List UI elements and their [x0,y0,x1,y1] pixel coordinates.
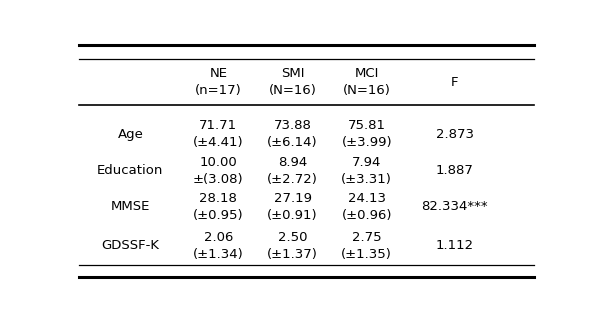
Text: 82.334***: 82.334*** [422,200,488,214]
Text: 1.887: 1.887 [436,164,474,177]
Text: 2.873: 2.873 [436,128,474,141]
Text: 2.06
(±1.34): 2.06 (±1.34) [193,230,244,261]
Text: 7.94
(±3.31): 7.94 (±3.31) [341,156,392,186]
Text: MCI
(N=16): MCI (N=16) [343,68,390,97]
Text: Education: Education [97,164,163,177]
Text: 73.88
(±6.14): 73.88 (±6.14) [267,119,318,149]
Text: 8.94
(±2.72): 8.94 (±2.72) [267,156,318,186]
Text: Age: Age [117,128,144,141]
Text: SMI
(N=16): SMI (N=16) [269,68,316,97]
Text: 28.18
(±0.95): 28.18 (±0.95) [193,192,244,222]
Text: 2.75
(±1.35): 2.75 (±1.35) [341,230,392,261]
Text: F: F [451,76,459,89]
Text: 1.112: 1.112 [436,239,474,252]
Text: 27.19
(±0.91): 27.19 (±0.91) [267,192,318,222]
Text: MMSE: MMSE [111,200,150,214]
Text: 2.50
(±1.37): 2.50 (±1.37) [267,230,318,261]
Text: 71.71
(±4.41): 71.71 (±4.41) [193,119,244,149]
Text: GDSSF-K: GDSSF-K [102,239,159,252]
Text: 75.81
(±3.99): 75.81 (±3.99) [341,119,392,149]
Text: 10.00
±(3.08): 10.00 ±(3.08) [193,156,244,186]
Text: NE
(n=17): NE (n=17) [195,68,242,97]
Text: 24.13
(±0.96): 24.13 (±0.96) [341,192,392,222]
